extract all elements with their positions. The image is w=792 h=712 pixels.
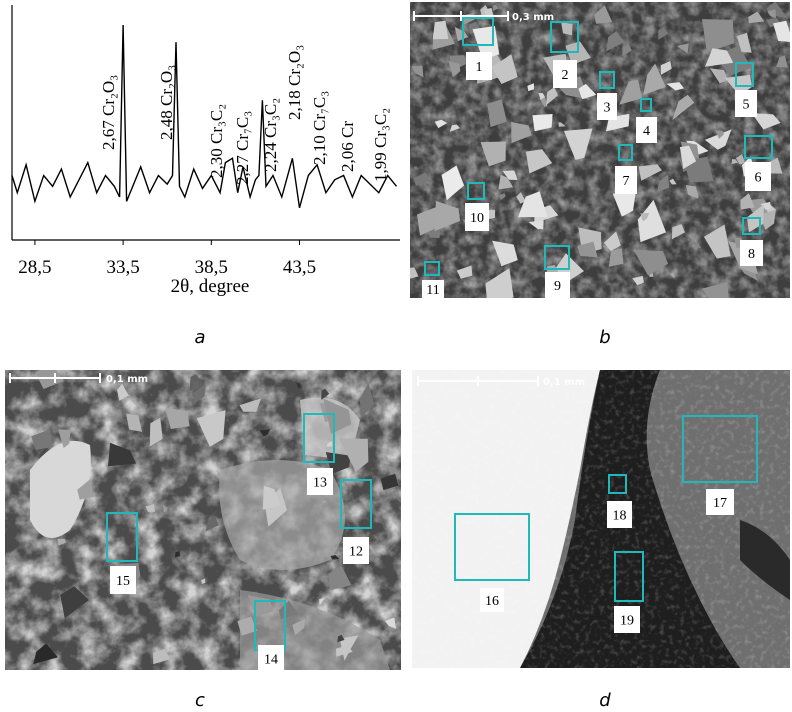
peak-annotation: 2,48 Cr₂O₃ (157, 65, 176, 140)
region-label: 15 (116, 574, 130, 589)
region-label: 1 (476, 60, 483, 75)
peak-annotation: 2,67 Cr₂O₃ (99, 75, 118, 150)
peak-annotation: 2,18 Cr₂O₃ (285, 45, 304, 120)
sem-image-b (404, 2, 792, 307)
region-label: 10 (470, 211, 484, 226)
scale-bar-label: 0,1 mm (106, 374, 148, 385)
sem-image-d (412, 370, 790, 668)
peak-annotation: 2,27 Cr₇C₃ (233, 111, 252, 185)
x-tick-label: 38,5 (195, 257, 228, 278)
texture-flake (609, 248, 624, 266)
caption: d (599, 690, 611, 711)
caption: c (195, 690, 205, 711)
region-label: 14 (264, 653, 278, 668)
region-label: 16 (485, 594, 499, 609)
region-label: 6 (755, 171, 762, 186)
page: 2θ, degree a b c d 28,5 33,5 38,5 43,5 2,67 … (0, 0, 792, 712)
peak-annotation: 1,99 Cr₃C₂ (371, 108, 390, 182)
region-label: 9 (554, 279, 561, 294)
region-label: 18 (613, 509, 627, 524)
caption: a (194, 327, 205, 348)
x-tick-label: 43,5 (283, 257, 316, 278)
region-label: 5 (743, 98, 750, 113)
caption: b (599, 327, 610, 348)
texture-flake (433, 21, 448, 40)
peak-annotation: 2,24 Cr₃C₂ (261, 98, 280, 172)
x-axis-label: 2θ, degree (171, 276, 250, 297)
region-label: 11 (426, 283, 439, 298)
scale-bar-label: 0,1 mm (543, 377, 585, 388)
region-label: 7 (623, 174, 630, 189)
region-label: 12 (349, 545, 363, 560)
region-label: 3 (604, 101, 611, 116)
region-label: 17 (713, 496, 727, 511)
region-label: 19 (620, 614, 634, 629)
xrd-line (12, 25, 397, 208)
region-label: 8 (748, 247, 755, 262)
region-label: 2 (562, 68, 569, 83)
x-tick-label: 28,5 (18, 257, 51, 278)
peak-annotation: 2,06 Cr (338, 121, 357, 172)
figure: 2θ, degree a b c d 28,5 33,5 38,5 43,5 2,67 … (0, 0, 792, 712)
region-label: 13 (313, 476, 327, 491)
region-label: 4 (643, 124, 650, 139)
x-tick-label: 33,5 (106, 257, 139, 278)
peak-annotation: 2,30 Cr₃C₂ (207, 104, 226, 178)
scale-bar-label: 0,3 mm (512, 12, 554, 23)
peak-annotation: 2,10 Cr₇C₃ (310, 91, 329, 165)
